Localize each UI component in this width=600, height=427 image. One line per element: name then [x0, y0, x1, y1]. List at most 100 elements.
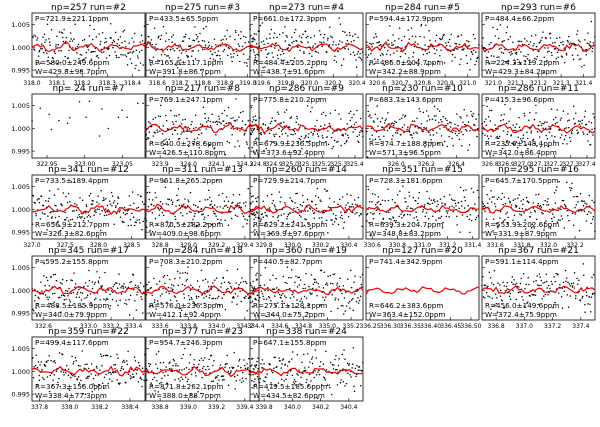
data-point: [503, 196, 506, 198]
data-point: [493, 196, 495, 198]
x-tick-label: 330.4: [340, 242, 357, 249]
data-point: [158, 209, 161, 211]
data-point: [415, 200, 417, 202]
data-point: [530, 35, 533, 37]
data-point: [386, 129, 389, 132]
data-point: [78, 100, 81, 103]
data-point: [253, 368, 255, 370]
data-point: [489, 109, 491, 112]
data-point: [287, 305, 290, 307]
data-point: [67, 192, 70, 195]
data-point: [555, 272, 557, 275]
data-point: [317, 282, 320, 285]
data-point: [160, 381, 163, 384]
data-point: [56, 209, 58, 211]
data-point: [168, 292, 170, 295]
data-point: [206, 223, 208, 225]
data-point: [33, 49, 36, 51]
data-point: [252, 129, 255, 131]
data-point: [311, 106, 313, 109]
data-point: [535, 112, 537, 114]
data-point: [155, 196, 157, 199]
data-point: [217, 121, 219, 123]
data-point: [240, 300, 242, 303]
data-point: [495, 137, 497, 139]
data-point: [66, 364, 68, 367]
data-point: [494, 60, 496, 63]
data-point: [242, 371, 244, 374]
data-point: [95, 297, 97, 299]
data-point: [584, 304, 586, 306]
data-point: [397, 45, 399, 48]
data-point: [153, 277, 155, 280]
data-point: [220, 39, 222, 42]
data-point: [535, 218, 538, 221]
data-point: [190, 221, 193, 224]
data-point: [447, 41, 450, 44]
data-point: [309, 227, 312, 230]
panel-header: np=367 run=#21: [498, 246, 579, 256]
data-point: [269, 37, 271, 39]
data-point: [177, 378, 180, 380]
data-point: [246, 65, 248, 67]
data-point: [84, 56, 87, 59]
data-point: [142, 64, 144, 66]
data-point: [268, 207, 271, 209]
x-tick-label: 330.0: [284, 242, 301, 249]
data-point: [504, 60, 507, 63]
data-point: [222, 375, 225, 377]
panel-8: np=286 run=#9324.8324.9325.0325.1325.232…: [249, 84, 363, 168]
data-point: [252, 373, 254, 376]
data-point: [195, 375, 197, 377]
data-point: [59, 385, 61, 388]
data-point: [359, 276, 362, 278]
data-point: [72, 304, 74, 306]
data-point: [202, 359, 204, 362]
data-point: [446, 44, 448, 47]
data-point: [536, 55, 539, 58]
data-point: [319, 33, 322, 36]
data-point: [235, 98, 237, 100]
data-point: [311, 55, 313, 57]
data-point: [570, 42, 572, 44]
data-point: [156, 300, 159, 302]
data-point: [100, 286, 103, 289]
data-point: [244, 297, 246, 300]
data-point: [48, 113, 50, 116]
data-point: [218, 379, 220, 381]
data-point: [522, 203, 524, 205]
data-point: [208, 368, 210, 371]
data-point: [372, 120, 375, 122]
binned-mean-line: [366, 123, 480, 133]
data-point: [163, 274, 166, 277]
data-point: [168, 38, 170, 41]
data-point: [368, 222, 370, 224]
data-point: [117, 38, 120, 41]
data-point: [128, 314, 131, 316]
data-point: [79, 53, 82, 56]
data-point: [165, 370, 167, 373]
data-point: [126, 64, 129, 66]
data-point: [147, 137, 150, 140]
data-point: [273, 288, 276, 290]
x-tick-label: 329.0: [180, 242, 197, 249]
data-point: [367, 54, 370, 56]
data-point: [194, 212, 196, 215]
data-point: [486, 135, 489, 137]
data-point: [458, 43, 461, 46]
data-point: [251, 131, 254, 133]
data-point: [201, 294, 203, 296]
data-point: [560, 208, 562, 211]
data-point: [507, 38, 509, 41]
data-point: [88, 214, 90, 217]
data-point: [378, 136, 380, 138]
data-point: [544, 121, 546, 123]
data-point: [186, 380, 189, 383]
data-point: [284, 202, 286, 204]
data-point: [561, 56, 564, 58]
data-point: [489, 120, 492, 122]
data-point: [568, 219, 570, 222]
stat-label-p: P=499.4±117.6ppm: [35, 338, 109, 347]
data-point: [325, 350, 327, 353]
data-point: [48, 41, 51, 43]
